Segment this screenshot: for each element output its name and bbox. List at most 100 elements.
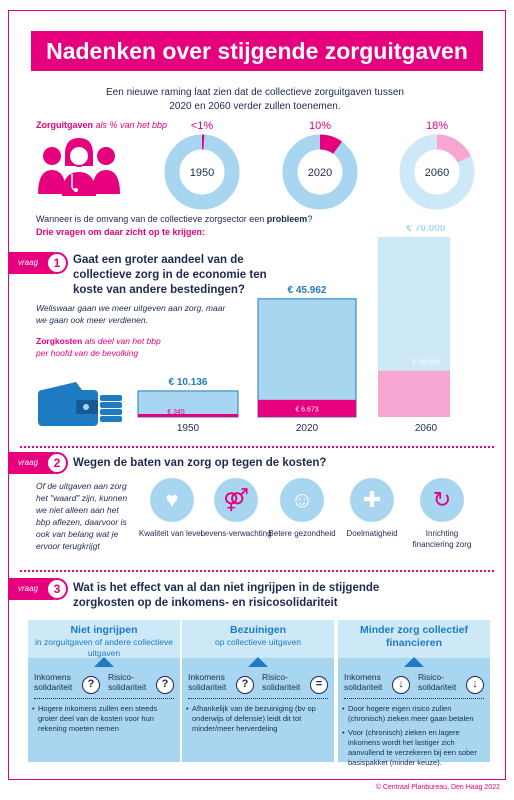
share-label-rest: als % van het bbp <box>93 120 168 130</box>
panel-subtitle: in zorguitgaven of andere collectieve ui… <box>35 637 173 658</box>
bar-category-label: 1950 <box>177 423 200 434</box>
income-solidarity-icon: ↓ <box>392 676 410 694</box>
bullet-marker: • <box>186 704 189 713</box>
risk-solidarity-icon: ? <box>156 676 174 694</box>
risk-solidarity-label: Risico- solidariteit <box>418 672 457 692</box>
donut-chart: 1950 <box>164 134 240 210</box>
medical-cross-icon: ✚ <box>350 478 394 522</box>
panel-arrow-icon <box>94 657 114 667</box>
question-3-text: Wat is het effect van al dan niet ingrij… <box>73 582 380 609</box>
risk-solidarity-icon: ↓ <box>466 676 484 694</box>
healthy-people-icon: ☺ <box>280 478 324 522</box>
panel-bullet-text: Voor (chronisch) zieken en lagere inkome… <box>348 728 477 767</box>
donut-slice <box>399 134 475 210</box>
bullet-marker: • <box>32 704 35 713</box>
risk-solidarity-label: Risico- solidariteit <box>262 672 301 692</box>
panel-subtitle: op collectieve uitgaven <box>214 637 301 647</box>
donut-chart: 2060 <box>399 134 475 210</box>
problem-question: Wanneer is de omvang van de collectieve … <box>36 214 312 224</box>
elderly-couple-icon: ⚤ <box>214 478 258 522</box>
bar-total-label: € 10.136 <box>169 377 208 388</box>
bullet-marker: • <box>342 704 345 713</box>
panel-arrow-icon <box>248 657 268 667</box>
section-divider-2 <box>20 570 494 572</box>
share-label: Zorguitgaven als % van het bbp <box>36 120 167 130</box>
benefit-icon-label: Betere gezondheid <box>268 529 336 538</box>
bar-zorgkosten-label: € 6.673 <box>295 406 318 413</box>
donut-year-label: 2060 <box>425 167 449 179</box>
healthcare-workers-icon <box>38 138 120 196</box>
question-2-text: Wegen de baten van zorg op tegen de kost… <box>73 457 327 469</box>
question-number-2: 2 <box>46 452 68 474</box>
three-questions-label: Drie vragen om daar zicht op te krijgen: <box>36 227 206 237</box>
question-tag-1: vraag <box>8 252 54 274</box>
panel-arrow-icon <box>404 657 424 667</box>
panel-title: Minder zorg collectief financieren <box>360 624 468 649</box>
panel-bullet: • Door hogere eigen risico zullen (chroni… <box>342 704 484 724</box>
donut-pct-label: 10% <box>308 120 332 132</box>
problem-question-text: Wanneer is de omvang van de collectieve … <box>36 214 267 224</box>
bar-zorgkosten-label: € 18.000 <box>412 360 439 367</box>
bar-total-label: € 70.000 <box>407 225 446 234</box>
panel-bullet-text: Hogere inkomens zullen een steeds groter… <box>38 704 158 733</box>
benefit-icon-label: Levens-verwachting <box>200 529 272 538</box>
bar-total <box>257 298 357 418</box>
scenario-panel: Bezuinigen op collectieve uitgaven Inkomen… <box>182 620 334 762</box>
income-solidarity-label: Inkomens solidariteit <box>34 672 73 692</box>
question-tag-2: vraag <box>8 452 54 474</box>
scenario-panel: Niet ingrijpen in zorguitgaven of andere … <box>28 620 180 762</box>
bar-total-label: € 45.962 <box>288 285 327 296</box>
bar-zorgkosten <box>378 370 450 417</box>
risk-solidarity-icon: = <box>310 676 328 694</box>
question-tag-3: vraag <box>8 578 54 600</box>
question-2-note: Of de uitgaven aan zorg het "waard" zijn… <box>36 481 128 551</box>
panel-bullet: • Afhankelijk van de bezuiniging (bv op o… <box>186 704 328 734</box>
income-solidarity-label: Inkomens solidariteit <box>344 672 383 692</box>
panel-title: Bezuinigen <box>229 624 286 636</box>
income-solidarity-icon: ? <box>82 676 100 694</box>
panel-bullet-text: Door hogere eigen risico zullen (chronis… <box>348 704 474 723</box>
bar-total <box>137 390 239 418</box>
question-number-3: 3 <box>46 578 68 600</box>
donut-slice <box>164 134 240 210</box>
panel-header: Niet ingrijpen in zorguitgaven of andere … <box>28 620 180 658</box>
benefit-icon-label: Kwaliteit van leven <box>138 529 206 538</box>
panel-divider <box>344 698 484 699</box>
panel-title: Niet ingrijpen <box>70 624 138 636</box>
benefit-icon-label: Inrichting financiering zorg <box>412 529 472 549</box>
bar-chart: € 10.136 € 345 1950 € 45.962 € 6.673 2020 € 70… <box>137 225 450 434</box>
panel-header: Bezuinigen op collectieve uitgaven <box>182 620 334 658</box>
income-solidarity-icon: ? <box>236 676 254 694</box>
chart-legend-rest: als deel van het bbp per hoofd van de be… <box>36 336 161 358</box>
bar-zorgkosten <box>138 414 238 417</box>
donut-year-label: 1950 <box>190 167 214 179</box>
bar-zorgkosten <box>258 399 356 417</box>
donut-chart: 2020 <box>282 134 358 210</box>
risk-solidarity-label: Risico- solidariteit <box>108 672 147 692</box>
heart-person-icon: ♥ <box>150 478 194 522</box>
page-frame <box>8 10 506 780</box>
donut-pct-label: <1% <box>190 120 214 132</box>
chart-legend: Zorgkosten als deel van het bbp per hoof… <box>36 335 166 359</box>
scenario-panel: Minder zorg collectief financieren Inkome… <box>338 620 490 767</box>
problem-question-end: ? <box>307 214 313 224</box>
question-1-note: Weliswaar gaan we meer uitgeven aan zorg… <box>36 303 226 325</box>
footer-copyright: © Centraal Planbureau, Den Haag 2022 <box>375 784 500 791</box>
section-divider-1 <box>20 446 494 448</box>
question-1-text: Gaat een groter aandeel van de collectie… <box>73 254 267 296</box>
problem-question-bold: probleem <box>266 214 308 224</box>
wallet-coins-icon <box>38 382 122 426</box>
panel-divider <box>34 698 174 699</box>
page-title: Nadenken over stijgende zorguitgaven <box>31 31 483 71</box>
donut-pct-label: 18% <box>425 120 449 132</box>
benefit-icon-label: Doelmatigheid <box>346 529 398 538</box>
bar-category-label: 2060 <box>415 423 438 434</box>
bar-category-label: 2020 <box>296 423 319 434</box>
share-label-bold: Zorguitgaven <box>36 120 94 130</box>
bullet-marker: • <box>342 728 345 737</box>
panel-bullet: • Voor (chronisch) zieken en lagere inkom… <box>342 728 484 768</box>
panel-bullet: • Hogere inkomens zullen een steeds grote… <box>32 704 174 734</box>
panel-divider <box>188 698 328 699</box>
bar-zorgkosten-label: € 345 <box>167 409 185 416</box>
intro-text: Een nieuwe raming laat zien dat de colle… <box>106 87 404 112</box>
